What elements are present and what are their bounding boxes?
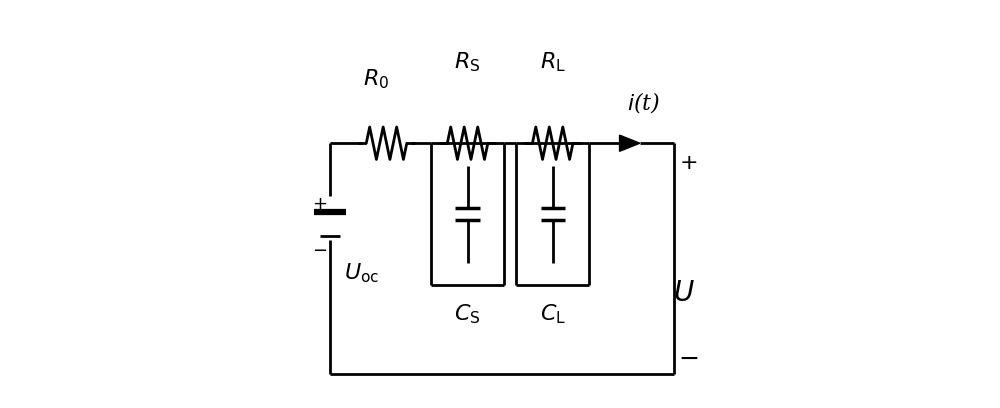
Text: $R_\mathrm{S}$: $R_\mathrm{S}$ [454, 51, 481, 74]
Text: $U_\mathrm{oc}$: $U_\mathrm{oc}$ [344, 261, 379, 285]
Text: $C_\mathrm{L}$: $C_\mathrm{L}$ [540, 302, 566, 326]
Text: $-$: $-$ [678, 346, 699, 370]
Text: $R_\mathrm{L}$: $R_\mathrm{L}$ [540, 51, 566, 74]
Text: $-$: $-$ [312, 239, 327, 257]
Text: $U$: $U$ [673, 279, 695, 307]
Text: $+$: $+$ [679, 153, 698, 175]
Text: $C_\mathrm{S}$: $C_\mathrm{S}$ [454, 302, 481, 326]
Text: $R_0$: $R_0$ [363, 67, 390, 91]
Text: $i$(t): $i$(t) [627, 90, 661, 115]
Polygon shape [620, 135, 640, 151]
Text: $+$: $+$ [312, 195, 327, 213]
